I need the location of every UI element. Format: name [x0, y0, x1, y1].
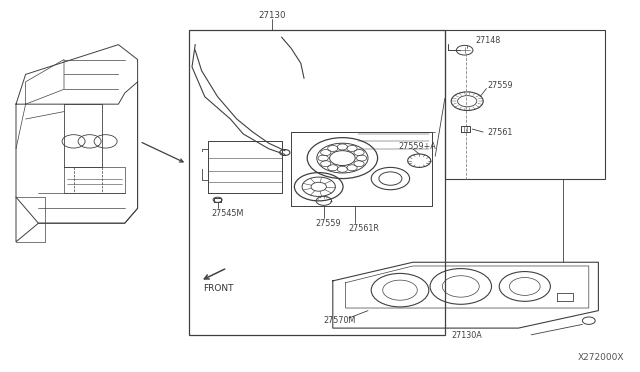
Text: FRONT: FRONT	[204, 284, 234, 293]
Text: 27559+A: 27559+A	[398, 142, 436, 151]
Text: 27561: 27561	[488, 128, 513, 137]
Bar	[445, 30, 605, 179]
Text: 27559: 27559	[315, 219, 340, 228]
Text: 27570M: 27570M	[323, 316, 356, 325]
Text: 27561R: 27561R	[349, 224, 380, 233]
Text: 27545M: 27545M	[211, 209, 243, 218]
Text: X272000X: X272000X	[577, 353, 624, 362]
Bar	[189, 30, 445, 335]
Text: 27130A: 27130A	[452, 331, 483, 340]
Text: 27559: 27559	[488, 81, 513, 90]
Text: 27148: 27148	[475, 36, 500, 45]
Text: 27130: 27130	[259, 11, 285, 20]
